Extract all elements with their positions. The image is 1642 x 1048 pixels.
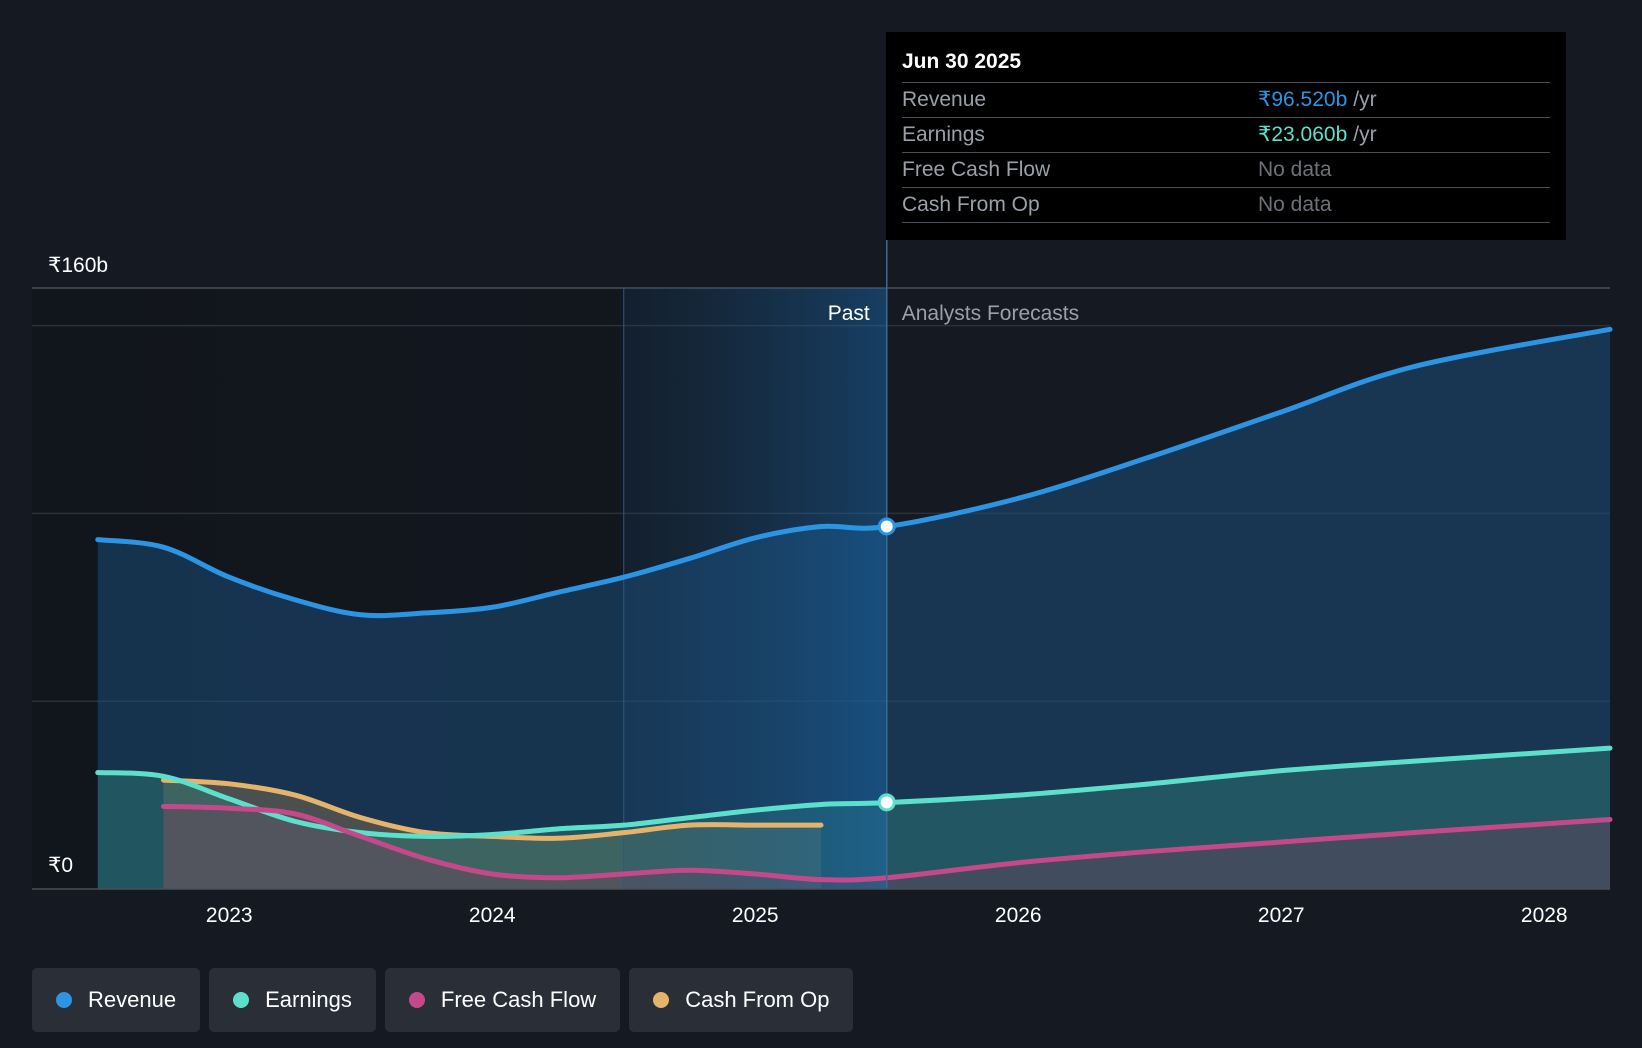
past-label: Past bbox=[828, 302, 870, 325]
tooltip-row-revenue: Revenue ₹96.520b /yr bbox=[902, 82, 1550, 117]
x-tick-label: 2024 bbox=[469, 904, 516, 927]
chart-legend: Revenue Earnings Free Cash Flow Cash Fro… bbox=[32, 968, 854, 1032]
legend-item-fcf[interactable]: Free Cash Flow bbox=[384, 968, 621, 1032]
fcf-line bbox=[161, 803, 1613, 883]
legend-label: Earnings bbox=[265, 987, 352, 1012]
revenue-line bbox=[95, 326, 1613, 619]
tooltip-value: ₹96.520b bbox=[1258, 88, 1348, 111]
tooltip-unit: /yr bbox=[1353, 123, 1377, 146]
tooltip-row-cfo: Cash From Op No data bbox=[902, 187, 1550, 223]
forecast-label: Analysts Forecasts bbox=[902, 302, 1079, 325]
earnings-line bbox=[95, 745, 1613, 839]
x-tick-label: 2023 bbox=[206, 904, 253, 927]
x-tick-label: 2028 bbox=[1521, 904, 1568, 927]
tooltip-label: Cash From Op bbox=[902, 193, 1040, 216]
x-tick-label: 2026 bbox=[995, 904, 1042, 927]
data-tooltip: Jun 30 2025 Revenue ₹96.520b /yr Earning… bbox=[886, 32, 1566, 240]
y-axis-min-label: ₹0 bbox=[48, 854, 73, 877]
tooltip-row-earnings: Earnings ₹23.060b /yr bbox=[902, 117, 1550, 152]
tooltip-unit: /yr bbox=[1353, 88, 1377, 111]
y-axis-max-label: ₹160b bbox=[48, 254, 108, 277]
tooltip-value: No data bbox=[1258, 158, 1332, 181]
revenue-marker bbox=[877, 517, 896, 536]
cfo-dot-icon bbox=[653, 992, 670, 1008]
legend-label: Free Cash Flow bbox=[440, 987, 597, 1012]
highlight-band bbox=[623, 288, 887, 889]
financial-chart: ₹160b ₹0 Past Analysts Forecasts 2023 2024 202… bbox=[32, 240, 1613, 927]
legend-label: Cash From Op bbox=[685, 987, 830, 1012]
legend-item-revenue[interactable]: Revenue bbox=[32, 968, 201, 1032]
fcf-area bbox=[163, 806, 1610, 889]
tooltip-date: Jun 30 2025 bbox=[902, 50, 1022, 73]
tooltip-label: Free Cash Flow bbox=[902, 158, 1051, 181]
tooltip-value: No data bbox=[1258, 193, 1332, 216]
tooltip-label: Earnings bbox=[902, 123, 985, 146]
x-tick-label: 2025 bbox=[732, 904, 779, 927]
revenue-dot-icon bbox=[56, 992, 72, 1008]
earnings-marker bbox=[877, 793, 896, 812]
tooltip-value: ₹23.060b bbox=[1258, 123, 1348, 146]
legend-label: Revenue bbox=[88, 987, 177, 1012]
legend-item-earnings[interactable]: Earnings bbox=[209, 968, 376, 1032]
legend-item-cfo[interactable]: Cash From Op bbox=[629, 968, 854, 1032]
x-tick-label: 2027 bbox=[1258, 904, 1305, 927]
earnings-dot-icon bbox=[233, 992, 250, 1008]
tooltip-label: Revenue bbox=[902, 88, 987, 111]
tooltip-row-fcf: Free Cash Flow No data bbox=[902, 152, 1550, 187]
fcf-dot-icon bbox=[408, 992, 425, 1008]
